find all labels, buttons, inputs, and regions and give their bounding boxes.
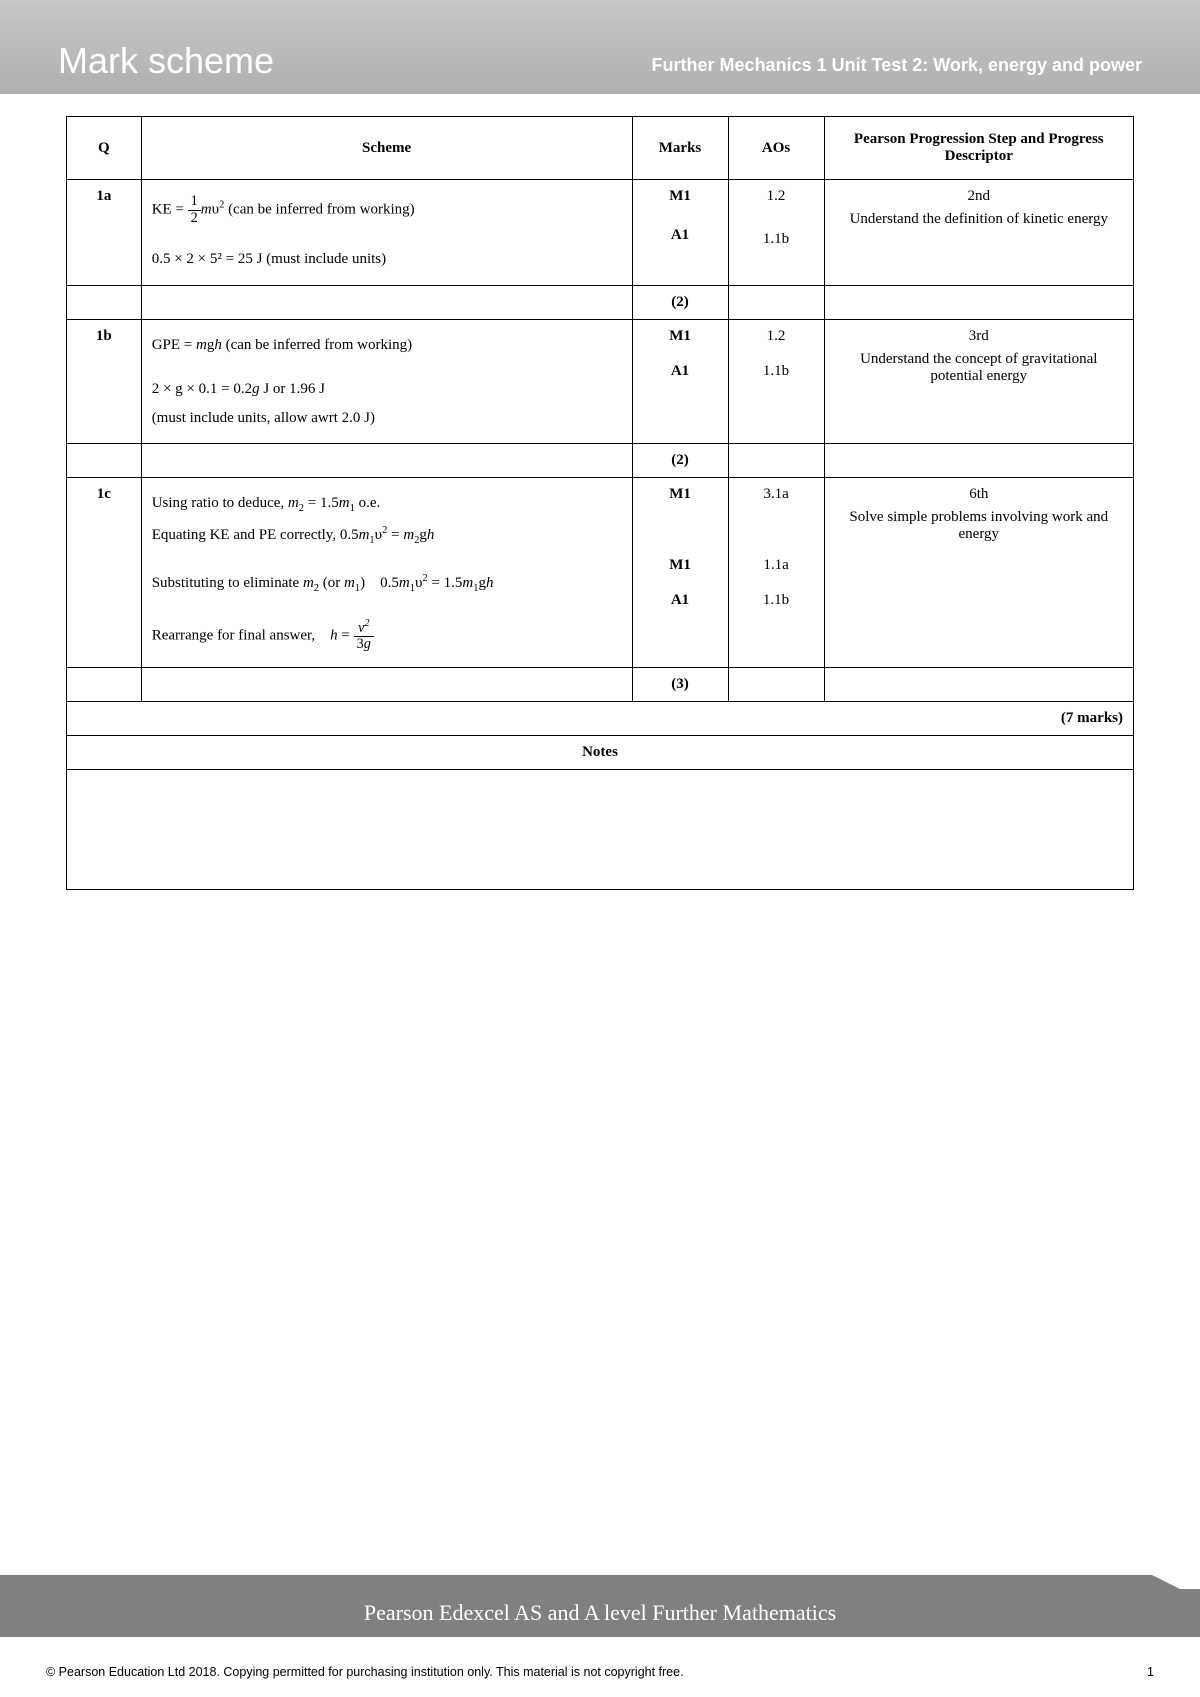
- subtotal-1c: (3): [632, 667, 728, 701]
- scheme-1c-line3: Substituting to eliminate m2 (or m1) 0.5…: [152, 571, 622, 597]
- mark-1a-2: A1: [643, 227, 718, 244]
- scheme-1b-line2a: 2 × g × 0.1 = 0.2g J or 1.96 J: [152, 378, 622, 401]
- scheme-1a-line1-suffix: (can be inferred from working): [224, 202, 414, 218]
- subtotal-1a: (2): [632, 285, 728, 319]
- col-scheme: Scheme: [141, 117, 632, 180]
- step-1a: 2nd: [835, 188, 1123, 205]
- row-notes-body: [67, 769, 1134, 889]
- content-area: Q Scheme Marks AOs Pearson Progression S…: [0, 94, 1200, 890]
- mark-scheme-table: Q Scheme Marks AOs Pearson Progression S…: [66, 116, 1134, 890]
- descriptor-1a: Understand the definition of kinetic ene…: [850, 211, 1108, 227]
- mark-1a-1: M1: [643, 188, 718, 205]
- q-1b: 1b: [67, 319, 142, 444]
- mark-1c-1: M1: [643, 486, 718, 503]
- header-subtitle: Further Mechanics 1 Unit Test 2: Work, e…: [652, 55, 1142, 82]
- scheme-1a: KE = 12mυ2 (can be inferred from working…: [141, 180, 632, 286]
- copyright-text: © Pearson Education Ltd 2018. Copying pe…: [46, 1665, 684, 1679]
- mark-1b-1: M1: [643, 328, 718, 345]
- scheme-1b-line2b: (must include units, allow awrt 2.0 J): [152, 407, 622, 430]
- step-1b: 3rd: [835, 328, 1123, 345]
- ao-1a-2: 1.1b: [739, 231, 814, 248]
- descriptor-1b: Understand the concept of gravitational …: [860, 351, 1097, 384]
- col-descriptor: Pearson Progression Step and Progress De…: [824, 117, 1133, 180]
- row-1c-subtotal: (3): [67, 667, 1134, 701]
- marks-1b: M1 A1: [632, 319, 728, 444]
- row-notes-head: Notes: [67, 735, 1134, 769]
- scheme-1c-line4-prefix: Rearrange for final answer,: [152, 627, 315, 643]
- ao-1c-3: 1.1b: [739, 592, 814, 609]
- ao-1b-1: 1.2: [739, 328, 814, 345]
- mark-1c-3: A1: [643, 592, 718, 609]
- row-1a-subtotal: (2): [67, 285, 1134, 319]
- scheme-1c-line4: Rearrange for final answer, h = v23g: [152, 619, 622, 653]
- desc-1a: 2nd Understand the definition of kinetic…: [824, 180, 1133, 286]
- header-title: Mark scheme: [58, 40, 274, 82]
- footer-copyright-row: © Pearson Education Ltd 2018. Copying pe…: [46, 1665, 1154, 1679]
- scheme-1b: GPE = mgh (can be inferred from working)…: [141, 319, 632, 444]
- aos-1b: 1.2 1.1b: [728, 319, 824, 444]
- q-1a: 1a: [67, 180, 142, 286]
- scheme-1c: Using ratio to deduce, m2 = 1.5m1 o.e. E…: [141, 478, 632, 667]
- subtotal-1b: (2): [632, 444, 728, 478]
- scheme-1a-line1: KE = 12mυ2 (can be inferred from working…: [152, 194, 622, 226]
- ao-1a-1: 1.2: [739, 188, 814, 205]
- footer-bar: Pearson Edexcel AS and A level Further M…: [0, 1589, 1200, 1637]
- footer-bar-text: Pearson Edexcel AS and A level Further M…: [364, 1600, 836, 1626]
- col-q: Q: [67, 117, 142, 180]
- ao-1c-2: 1.1a: [739, 557, 814, 574]
- ao-1b-2: 1.1b: [739, 363, 814, 380]
- row-1b: 1b GPE = mgh (can be inferred from worki…: [67, 319, 1134, 444]
- row-1c: 1c Using ratio to deduce, m2 = 1.5m1 o.e…: [67, 478, 1134, 667]
- notes-body: [67, 769, 1134, 889]
- total-marks: (7 marks): [67, 701, 1134, 735]
- q-1c: 1c: [67, 478, 142, 667]
- row-1b-subtotal: (2): [67, 444, 1134, 478]
- col-aos: AOs: [728, 117, 824, 180]
- mark-1b-2: A1: [643, 363, 718, 380]
- aos-1c: 3.1a 1.1a 1.1b: [728, 478, 824, 667]
- mark-1c-2: M1: [643, 557, 718, 574]
- ao-1c-1: 3.1a: [739, 486, 814, 503]
- marks-1c: M1 M1 A1: [632, 478, 728, 667]
- notes-heading: Notes: [67, 735, 1134, 769]
- scheme-1c-line2: Equating KE and PE correctly, 0.5m1υ2 = …: [152, 523, 622, 549]
- marks-1a: M1 A1: [632, 180, 728, 286]
- scheme-1a-line2: 0.5 × 2 × 5² = 25 J (must include units): [152, 248, 622, 271]
- desc-1b: 3rd Understand the concept of gravitatio…: [824, 319, 1133, 444]
- scheme-1c-line1: Using ratio to deduce, m2 = 1.5m1 o.e.: [152, 492, 622, 517]
- row-1a: 1a KE = 12mυ2 (can be inferred from work…: [67, 180, 1134, 286]
- descriptor-1c: Solve simple problems involving work and…: [849, 509, 1108, 542]
- step-1c: 6th: [835, 486, 1123, 503]
- scheme-1b-line1: GPE = mgh (can be inferred from working): [152, 334, 622, 357]
- aos-1a: 1.2 1.1b: [728, 180, 824, 286]
- col-marks: Marks: [632, 117, 728, 180]
- desc-1c: 6th Solve simple problems involving work…: [824, 478, 1133, 667]
- page-number: 1: [1147, 1665, 1154, 1679]
- row-total: (7 marks): [67, 701, 1134, 735]
- page-header: Mark scheme Further Mechanics 1 Unit Tes…: [0, 0, 1200, 94]
- table-header-row: Q Scheme Marks AOs Pearson Progression S…: [67, 117, 1134, 180]
